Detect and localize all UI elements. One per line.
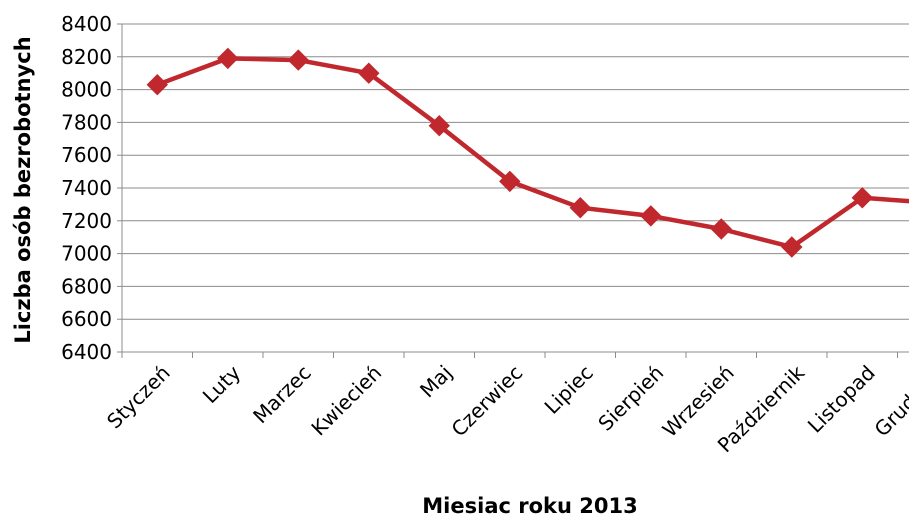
x-tick-label: Czerwiec (447, 361, 528, 442)
y-tick-label: 7000 (61, 242, 112, 266)
data-point-marzec (288, 50, 308, 70)
y-tick-label: 6400 (61, 340, 112, 364)
gridlines (122, 24, 909, 319)
y-tick-label: 7200 (61, 209, 112, 233)
x-tick-label: Luty (198, 360, 246, 408)
x-tick-label: Maj (415, 361, 457, 403)
y-tick-label: 6800 (61, 274, 112, 298)
x-tick-label: Listopad (803, 361, 880, 438)
y-tick-label: 7400 (61, 176, 112, 200)
x-tick-label: Lipiec (540, 361, 598, 419)
y-tick-label: 7600 (61, 143, 112, 167)
data-point-styczeń (147, 75, 167, 95)
data-point-sierpień (641, 206, 661, 226)
data-point-wrzesień (711, 219, 731, 239)
y-tick-label: 8200 (61, 45, 112, 69)
y-tick-label: 8000 (61, 78, 112, 102)
y-axis-title: Liczba osób bezrobotnych (11, 36, 35, 343)
y-tick-label: 7800 (61, 110, 112, 134)
x-tick-label: Grudzień (870, 361, 909, 442)
y-tick-label: 6600 (61, 307, 112, 331)
y-tick-label: 8400 (61, 12, 112, 36)
data-point-lipiec (570, 198, 590, 218)
series-line (157, 58, 909, 247)
x-tick-label: Styczeń (102, 361, 175, 434)
x-tick-label: Kwiecień (306, 361, 386, 441)
x-tick-label: Marzec (248, 361, 316, 429)
series-layer (147, 48, 909, 257)
y-tick-labels: 6400 6600 6800 7000 7200 7400 7600 7800 8000 8200… (61, 12, 112, 364)
x-axis-title: Miesiac roku 2013 (422, 494, 637, 518)
data-point-luty (218, 48, 238, 68)
axes (117, 24, 909, 358)
